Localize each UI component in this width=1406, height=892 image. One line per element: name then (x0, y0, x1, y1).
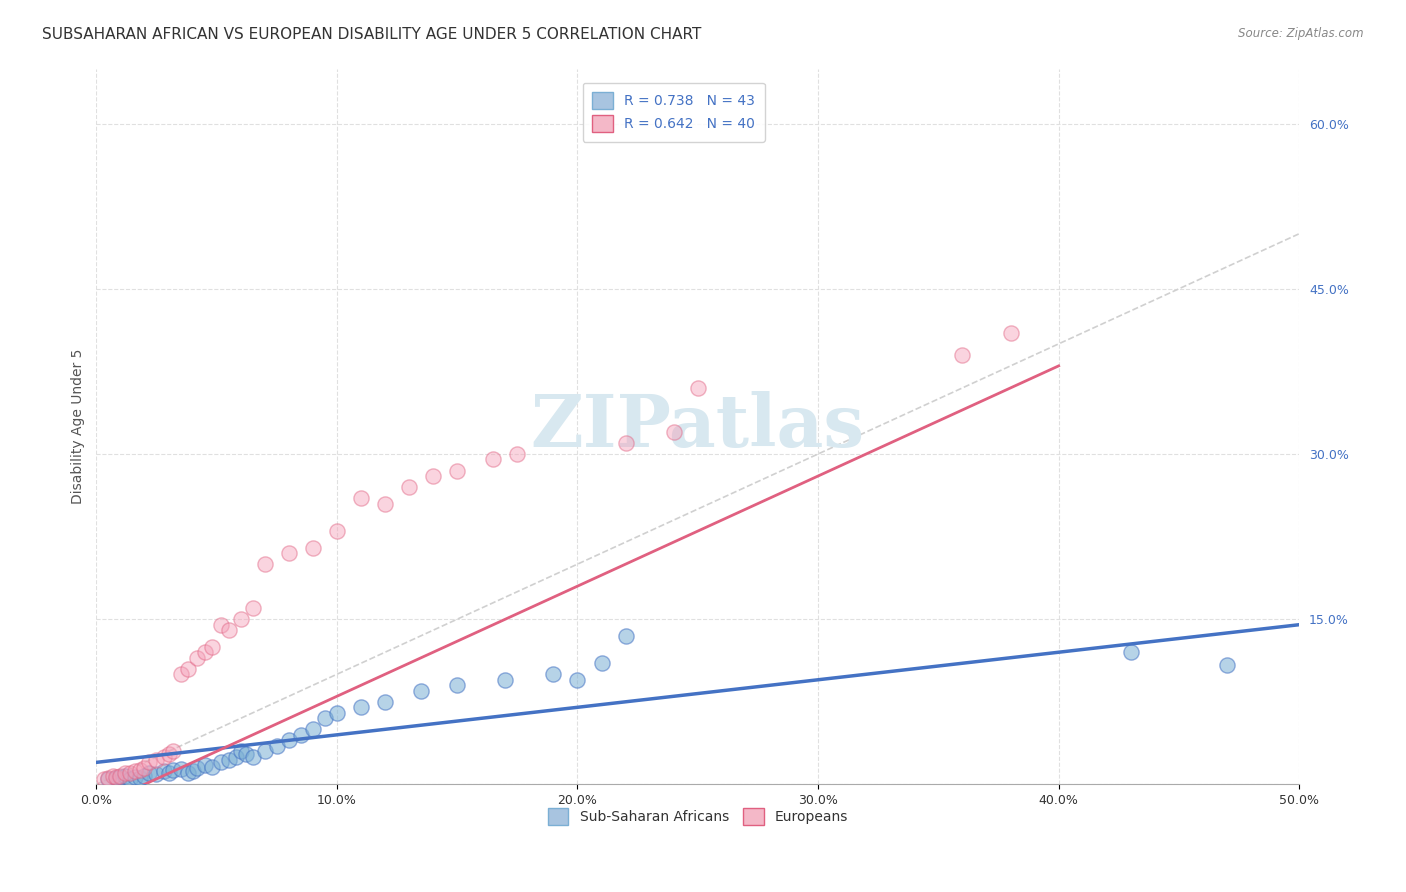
Point (114, 768, 136, 782)
Point (1000, 326, 1022, 340)
Point (242, 601, 264, 615)
Y-axis label: Disability Age Under 5: Disability Age Under 5 (72, 349, 86, 504)
Point (952, 348, 974, 362)
Point (314, 711, 336, 725)
Point (302, 723, 325, 737)
Point (118, 766, 141, 780)
Point (229, 612, 252, 626)
Point (211, 617, 233, 632)
Point (266, 739, 288, 753)
Point (124, 764, 146, 779)
Point (134, 768, 156, 782)
Point (411, 683, 433, 698)
Point (152, 764, 174, 779)
Point (152, 750, 174, 764)
Text: Source: ZipAtlas.com: Source: ZipAtlas.com (1239, 27, 1364, 40)
Point (422, 469, 444, 483)
Point (326, 524, 349, 538)
Point (177, 766, 200, 780)
Point (157, 766, 180, 780)
Point (186, 650, 208, 665)
Point (104, 770, 127, 784)
Point (169, 762, 191, 776)
Legend: Sub-Saharan Africans, Europeans: Sub-Saharan Africans, Europeans (538, 798, 858, 835)
Point (446, 678, 468, 692)
Point (225, 750, 247, 764)
Point (110, 770, 132, 784)
Point (162, 763, 184, 777)
Point (145, 753, 167, 767)
Point (218, 624, 240, 638)
Point (218, 753, 240, 767)
Point (169, 667, 191, 681)
Point (110, 768, 132, 782)
Point (374, 695, 396, 709)
Point (614, 629, 637, 643)
Point (277, 546, 299, 560)
Point (186, 761, 208, 775)
Point (567, 673, 589, 687)
Text: SUBSAHARAN AFRICAN VS EUROPEAN DISABILITY AGE UNDER 5 CORRELATION CHART: SUBSAHARAN AFRICAN VS EUROPEAN DISABILIT… (42, 27, 702, 42)
Point (93, 772, 115, 786)
Point (138, 766, 160, 780)
Text: ZIPatlas: ZIPatlas (530, 391, 865, 462)
Point (350, 700, 373, 714)
Point (194, 757, 217, 772)
Point (128, 763, 150, 777)
Point (145, 767, 167, 781)
Point (134, 761, 156, 775)
Point (302, 541, 325, 555)
Point (614, 436, 637, 450)
Point (181, 764, 204, 779)
Point (201, 760, 224, 774)
Point (374, 497, 396, 511)
Point (506, 447, 529, 461)
Point (290, 728, 312, 742)
Point (162, 744, 184, 758)
Point (446, 463, 468, 477)
Point (1216, 658, 1239, 673)
Point (103, 768, 125, 782)
Point (482, 452, 505, 467)
Point (201, 640, 224, 654)
Point (494, 673, 516, 687)
Point (253, 557, 276, 571)
Point (253, 744, 276, 758)
Point (242, 750, 264, 764)
Point (118, 772, 141, 786)
Point (97, 771, 120, 785)
Point (124, 770, 146, 784)
Point (194, 645, 217, 659)
Point (326, 706, 349, 720)
Point (591, 657, 613, 671)
Point (104, 771, 127, 785)
Point (277, 733, 299, 747)
Point (1119, 645, 1142, 659)
Point (157, 747, 180, 761)
Point (211, 756, 233, 770)
Point (662, 425, 685, 439)
Point (350, 491, 373, 505)
Point (543, 667, 565, 681)
Point (686, 381, 709, 395)
Point (235, 747, 257, 761)
Point (229, 744, 252, 758)
Point (128, 771, 150, 785)
Point (398, 480, 420, 494)
Point (138, 756, 160, 770)
Point (177, 662, 200, 676)
Point (114, 766, 136, 780)
Point (97, 772, 120, 786)
